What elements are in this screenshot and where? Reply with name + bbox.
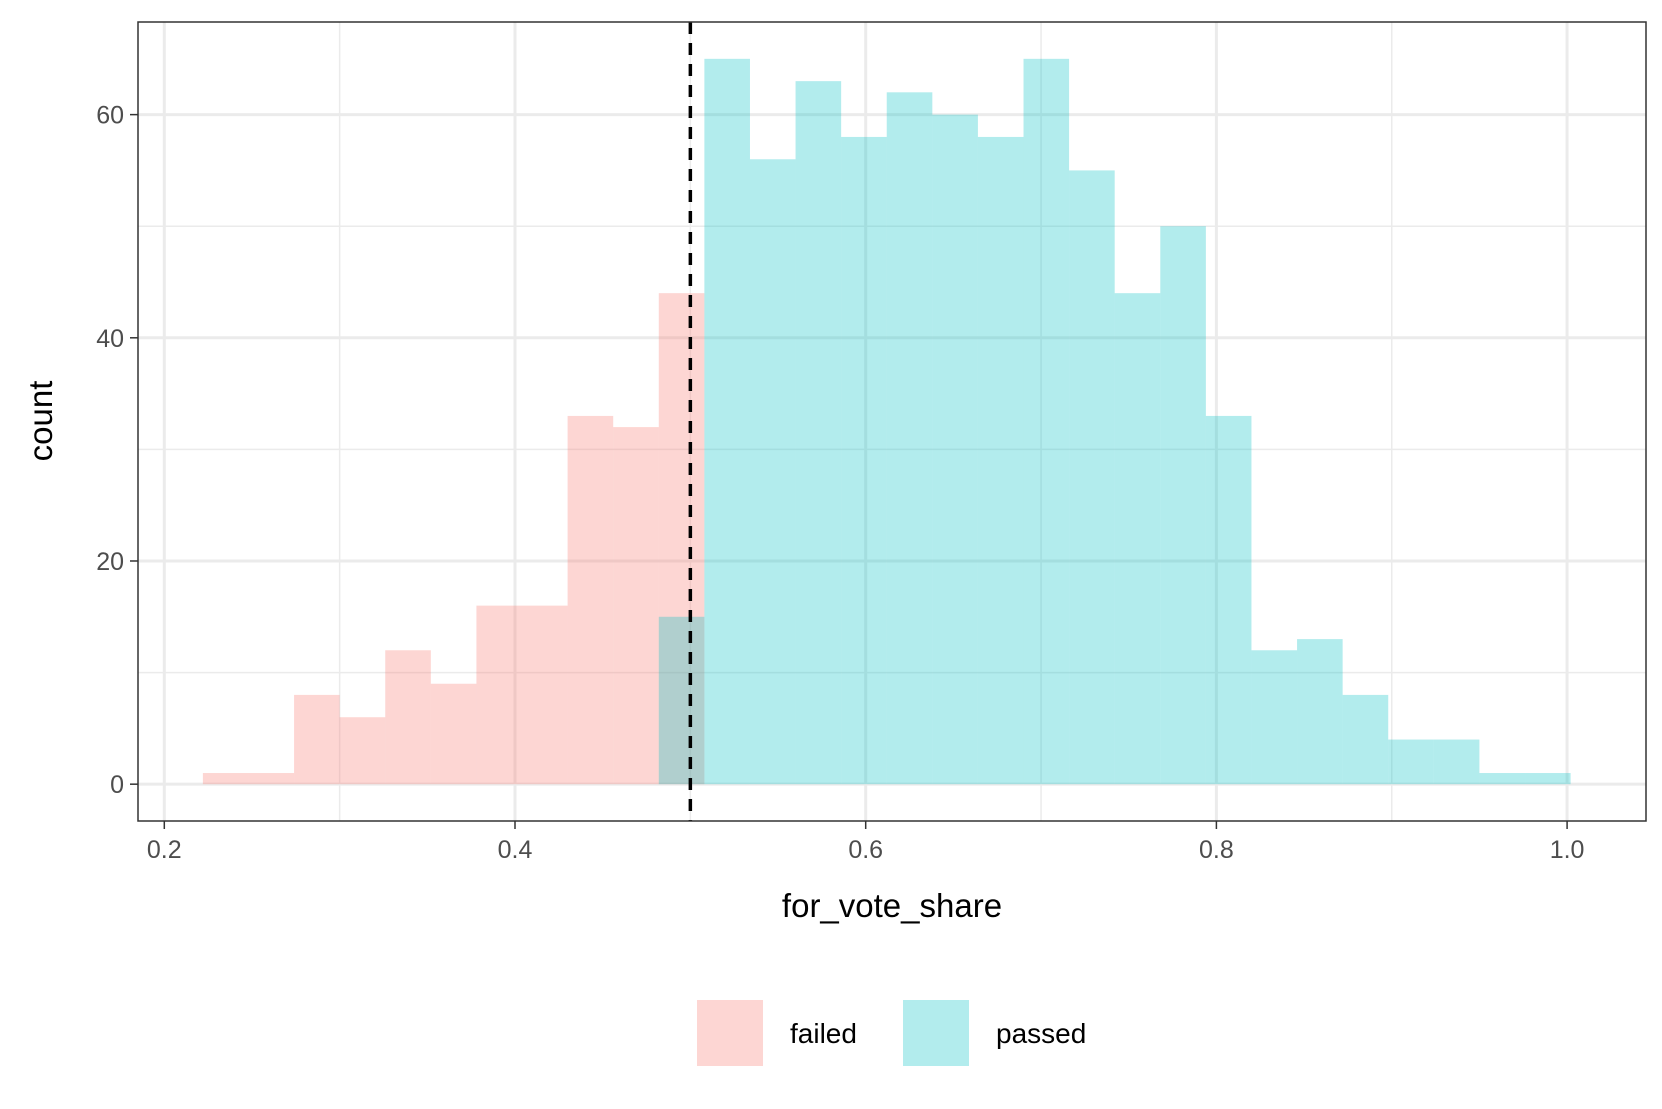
legend: failed passed — [697, 1000, 1086, 1066]
x-tick-label: 0.6 — [848, 836, 883, 864]
legend-label-passed: passed — [996, 1018, 1086, 1049]
bar-passed — [1479, 773, 1526, 785]
bar-passed — [749, 159, 796, 785]
bar-failed — [613, 427, 659, 785]
x-tick-label: 0.2 — [147, 836, 182, 864]
bar-passed — [1342, 694, 1389, 785]
bar-passed — [1114, 293, 1161, 785]
bar-passed — [886, 92, 933, 785]
x-axis-title: for_vote_share — [782, 887, 1002, 924]
x-tick-label: 0.8 — [1199, 836, 1234, 864]
bar-failed — [476, 605, 523, 785]
legend-key-passed — [903, 1000, 969, 1066]
bar-failed — [567, 415, 614, 785]
y-tick-label: 20 — [96, 548, 124, 576]
bar-passed — [1069, 170, 1115, 785]
y-tick-label: 60 — [96, 102, 124, 130]
y-tick-label: 0 — [110, 771, 124, 799]
bar-passed — [1160, 226, 1206, 785]
bar-failed — [522, 605, 568, 785]
bar-failed — [430, 683, 477, 785]
legend-key-failed — [697, 1000, 763, 1066]
bar-passed — [658, 616, 705, 785]
bar-passed — [841, 136, 887, 785]
bar-passed — [1023, 58, 1070, 785]
bar-passed — [932, 114, 978, 785]
bar-passed — [1433, 739, 1480, 785]
bar-failed — [248, 773, 295, 785]
bar-failed — [385, 650, 431, 785]
bar-failed — [658, 293, 705, 785]
bar-passed — [795, 81, 842, 785]
bar-passed — [977, 136, 1024, 785]
grid-lines — [138, 22, 1646, 821]
x-tick-label: 1.0 — [1550, 836, 1585, 864]
bar-passed — [1388, 739, 1434, 785]
bar-passed — [1205, 415, 1252, 785]
bar-passed — [1297, 639, 1343, 785]
bar-passed — [1525, 773, 1571, 785]
histogram-bars — [202, 58, 1571, 785]
bar-failed — [294, 694, 340, 785]
y-tick-label: 40 — [96, 325, 124, 353]
x-tick-label: 0.4 — [498, 836, 533, 864]
axes: 0.2 0.4 0.6 0.8 1.0 0 20 40 60 — [96, 102, 1584, 864]
bar-passed — [1251, 650, 1298, 785]
y-axis-title: count — [22, 381, 59, 462]
plot-panel — [138, 22, 1646, 821]
plot-border — [137, 21, 1647, 822]
legend-label-failed: failed — [790, 1018, 857, 1049]
bar-failed — [339, 717, 386, 785]
bar-passed — [704, 58, 750, 785]
bar-failed — [202, 773, 249, 785]
